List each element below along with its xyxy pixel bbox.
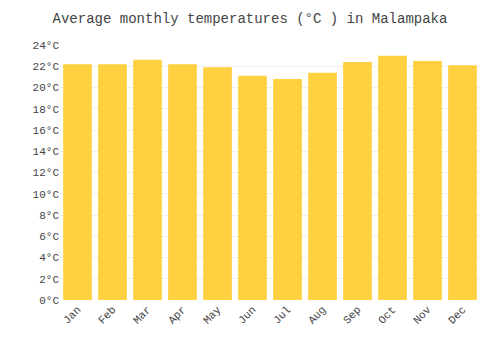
svg-text:10°C: 10°C [33,189,60,201]
svg-text:Dec: Dec [446,304,468,326]
svg-text:Oct: Oct [376,304,398,326]
svg-text:12°C: 12°C [33,167,60,179]
svg-text:Average monthly temperatures (: Average monthly temperatures (°C ) in Ma… [53,11,448,27]
svg-text:2°C: 2°C [39,274,59,286]
svg-text:Jun: Jun [236,304,258,326]
svg-text:Jul: Jul [271,304,293,326]
svg-text:Sep: Sep [341,304,363,326]
svg-text:Apr: Apr [166,304,188,326]
svg-text:6°C: 6°C [39,231,59,243]
svg-text:Jan: Jan [61,304,83,326]
svg-text:20°C: 20°C [33,82,60,94]
svg-text:May: May [201,304,224,327]
svg-text:18°C: 18°C [33,104,60,116]
svg-text:Nov: Nov [411,304,434,327]
svg-text:14°C: 14°C [33,146,60,158]
svg-text:Aug: Aug [306,304,328,326]
svg-text:24°C: 24°C [33,40,60,52]
svg-text:4°C: 4°C [39,252,59,264]
svg-text:Feb: Feb [96,304,118,326]
svg-text:0°C: 0°C [39,295,59,307]
svg-text:22°C: 22°C [33,61,60,73]
svg-text:16°C: 16°C [33,125,60,137]
svg-text:8°C: 8°C [39,210,59,222]
svg-text:Mar: Mar [131,304,153,326]
